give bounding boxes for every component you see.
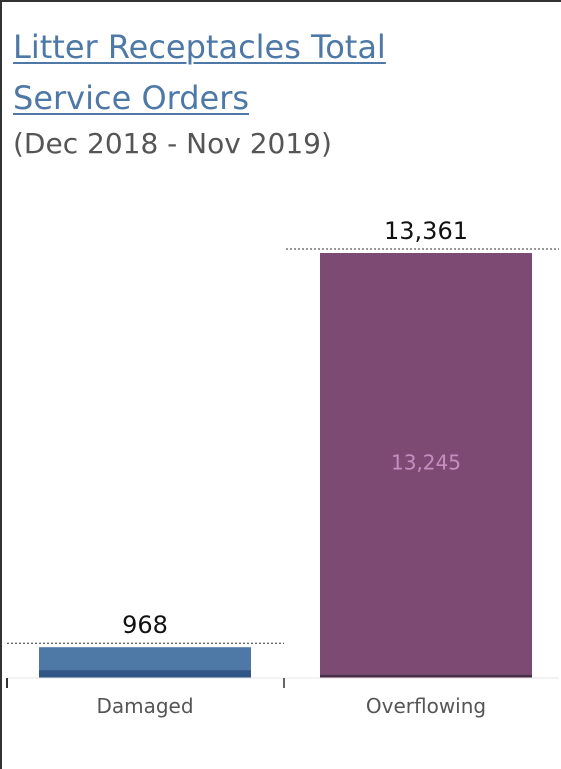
- category-label-overflowing: Overflowing: [366, 694, 486, 718]
- chart-title-link[interactable]: Litter Receptacles Total Service Orders: [13, 28, 386, 117]
- bar-segment-damaged-0: [39, 670, 251, 678]
- inner-label-overflowing: 13,245: [391, 451, 461, 475]
- total-label-overflowing: 13,361: [384, 217, 468, 245]
- chart-subtitle: (Dec 2018 - Nov 2019): [13, 127, 332, 160]
- total-label-damaged: 968: [122, 611, 168, 639]
- bar-segment-overflowing-1: [320, 253, 532, 675]
- category-label-damaged: Damaged: [96, 694, 193, 718]
- bar-segment-damaged-1: [39, 647, 251, 671]
- bar-segment-overflowing-0: [320, 674, 532, 678]
